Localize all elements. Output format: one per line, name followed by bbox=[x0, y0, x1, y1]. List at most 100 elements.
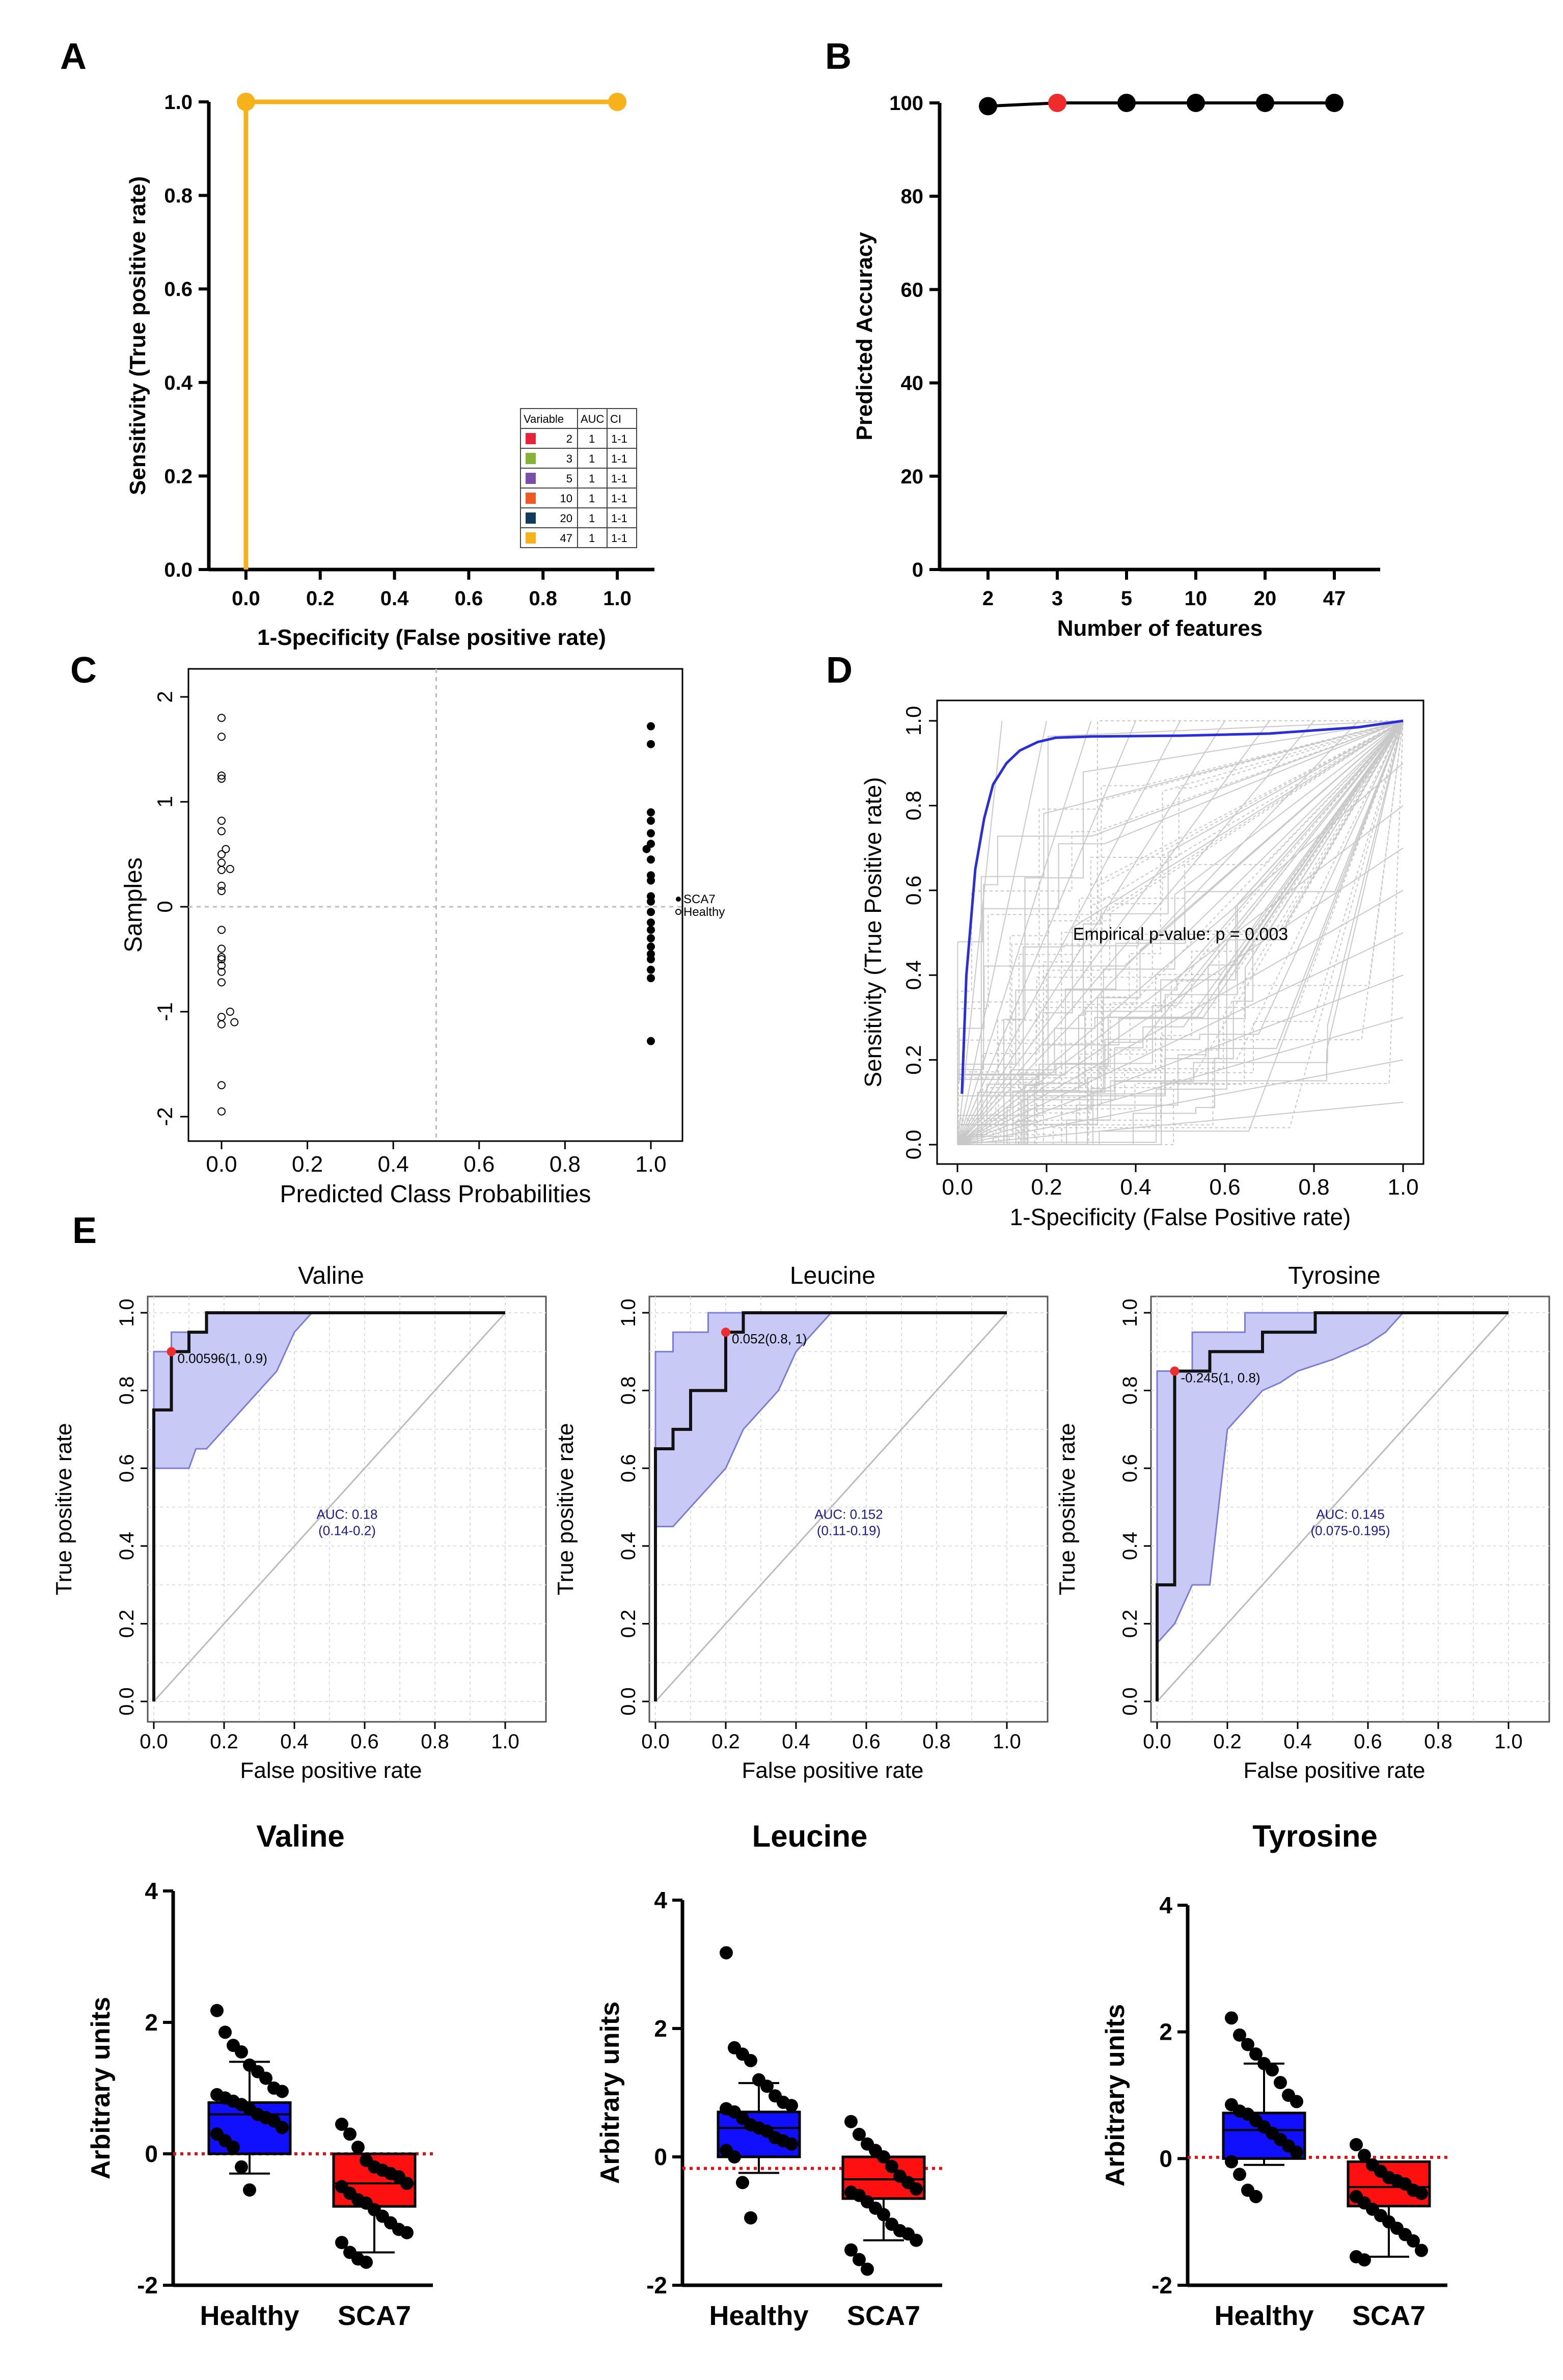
data-point bbox=[351, 2141, 365, 2154]
data-point bbox=[861, 2262, 874, 2276]
x-tick-label: 3 bbox=[1052, 587, 1063, 610]
x-tick-label: 0.8 bbox=[421, 1730, 449, 1753]
sample-point-healthy bbox=[217, 774, 226, 783]
permutation-roc-curve bbox=[957, 720, 1225, 1145]
permutation-roc-curve bbox=[957, 720, 1404, 1145]
y-tick-label: 0 bbox=[654, 2144, 667, 2170]
permutation-roc-curve bbox=[957, 720, 1404, 1145]
permutation-roc-curve bbox=[957, 720, 1404, 1145]
x-axis-title: False positive rate bbox=[240, 1758, 422, 1783]
legend-auc: 1 bbox=[589, 492, 595, 505]
x-tick-label: 1.0 bbox=[491, 1730, 519, 1753]
panel-e-valine-boxplot: Valine -2 0 2 4 Arbitrary units Healthy SCA7 bbox=[86, 1819, 433, 2331]
panel-label-c: C bbox=[70, 650, 97, 691]
data-point bbox=[1358, 2253, 1371, 2267]
y-axis-title: Predicted Accuracy bbox=[852, 232, 877, 441]
sample-point-healthy bbox=[217, 955, 226, 963]
legend-auc: 1 bbox=[589, 532, 595, 545]
sample-point-healthy bbox=[217, 953, 226, 961]
sample-point-sca7 bbox=[647, 829, 655, 837]
sample-point-sca7 bbox=[647, 918, 655, 927]
threshold-point bbox=[167, 1347, 176, 1357]
permutation-roc-curve bbox=[957, 720, 1404, 1145]
y-tick-label: 0.2 bbox=[617, 1610, 640, 1638]
x-tick-label: 0.6 bbox=[463, 1152, 495, 1177]
y-tick-label: 0.8 bbox=[617, 1376, 640, 1405]
x-tick-label: 5 bbox=[1121, 587, 1132, 610]
y-axis-title: True positive rate bbox=[553, 1423, 578, 1595]
y-tick-label: 0.0 bbox=[116, 1687, 138, 1716]
permutation-roc-curve bbox=[957, 720, 1404, 1145]
y-tick-label: 0.0 bbox=[617, 1687, 640, 1716]
chance-diagonal bbox=[654, 1312, 1008, 1702]
x-axis-title: False positive rate bbox=[742, 1758, 923, 1783]
x-tick-label: 0.8 bbox=[529, 587, 557, 610]
y-tick-label: 1.0 bbox=[901, 706, 925, 736]
y-tick-label: 0 bbox=[145, 2141, 158, 2167]
panel-label-d: D bbox=[826, 650, 853, 691]
threshold-label: 0.00596(1, 0.9) bbox=[178, 1350, 267, 1366]
data-point bbox=[243, 2183, 256, 2197]
accuracy-point bbox=[1256, 94, 1274, 112]
legend-table-header: CI bbox=[610, 413, 621, 425]
sample-point-sca7 bbox=[642, 845, 651, 853]
x-tick-label: 47 bbox=[1323, 587, 1346, 610]
data-point bbox=[210, 2004, 224, 2017]
permutation-roc-curve bbox=[957, 720, 1404, 1145]
y-tick-label: 0 bbox=[153, 901, 177, 912]
y-tick-label: 0.0 bbox=[1119, 1687, 1141, 1716]
x-tick-label: 0.6 bbox=[852, 1730, 881, 1753]
data-point bbox=[1233, 2168, 1246, 2181]
sample-point-sca7 bbox=[647, 722, 655, 731]
sample-point-healthy bbox=[217, 1081, 226, 1090]
p-value-annotation: Empirical p-value: p = 0.003 bbox=[1073, 925, 1288, 944]
accuracy-point bbox=[1048, 94, 1066, 112]
permutation-roc-curve bbox=[957, 889, 1404, 1145]
sample-point-healthy bbox=[230, 1018, 239, 1026]
threshold-label: -0.245(1, 0.8) bbox=[1181, 1370, 1260, 1385]
accuracy-point bbox=[1325, 94, 1343, 112]
data-point bbox=[853, 2127, 866, 2141]
x-tick-label: 0.2 bbox=[306, 587, 335, 610]
data-point bbox=[744, 2054, 757, 2067]
legend-ci: 1-1 bbox=[611, 452, 627, 465]
y-tick-label: 0.0 bbox=[901, 1130, 925, 1159]
panel-label-e: E bbox=[72, 1210, 97, 1251]
y-tick-label: 60 bbox=[901, 279, 924, 301]
data-point bbox=[235, 2045, 248, 2059]
permutation-roc-curve bbox=[957, 720, 1404, 1145]
y-tick-label: 0.6 bbox=[1119, 1454, 1141, 1482]
sample-point-healthy bbox=[226, 1008, 234, 1016]
legend-color-swatch bbox=[526, 493, 536, 504]
data-point bbox=[844, 2115, 858, 2128]
y-tick-label: 0 bbox=[912, 559, 923, 581]
boxplot-title: Valine bbox=[256, 1819, 344, 1853]
legend-label-sca7: SCA7 bbox=[683, 892, 716, 906]
y-tick-label: 0.8 bbox=[901, 791, 925, 820]
y-tick-label: -1 bbox=[153, 1002, 177, 1021]
threshold-point bbox=[721, 1328, 730, 1337]
data-point bbox=[910, 2233, 923, 2247]
data-point bbox=[276, 2121, 289, 2134]
sample-point-healthy bbox=[217, 881, 226, 890]
permutation-roc-curve bbox=[957, 720, 1404, 1145]
x-tick-label: 0.4 bbox=[782, 1730, 810, 1753]
data-point bbox=[235, 2160, 248, 2174]
sample-point-healthy bbox=[217, 1013, 226, 1021]
permutation-roc-curve bbox=[957, 720, 1404, 1145]
permutation-roc-curve bbox=[957, 720, 1404, 1145]
roc-title: Tyrosine bbox=[1288, 1262, 1380, 1289]
x-tick-label: 0.6 bbox=[455, 587, 483, 610]
sample-point-sca7 bbox=[647, 974, 655, 983]
y-tick-label: 4 bbox=[145, 1878, 158, 1904]
data-point bbox=[1350, 2138, 1363, 2151]
data-point bbox=[400, 2226, 414, 2239]
x-tick-label: 0.6 bbox=[1354, 1730, 1382, 1753]
confidence-band bbox=[654, 1312, 1007, 1528]
legend-table-frame bbox=[520, 408, 637, 548]
legend-variable: 47 bbox=[560, 532, 572, 545]
legend-marker-healthy bbox=[675, 909, 681, 915]
sample-point-sca7 bbox=[647, 876, 655, 885]
sample-point-healthy bbox=[217, 827, 226, 835]
y-axis-title: True positive rate bbox=[1055, 1423, 1080, 1595]
